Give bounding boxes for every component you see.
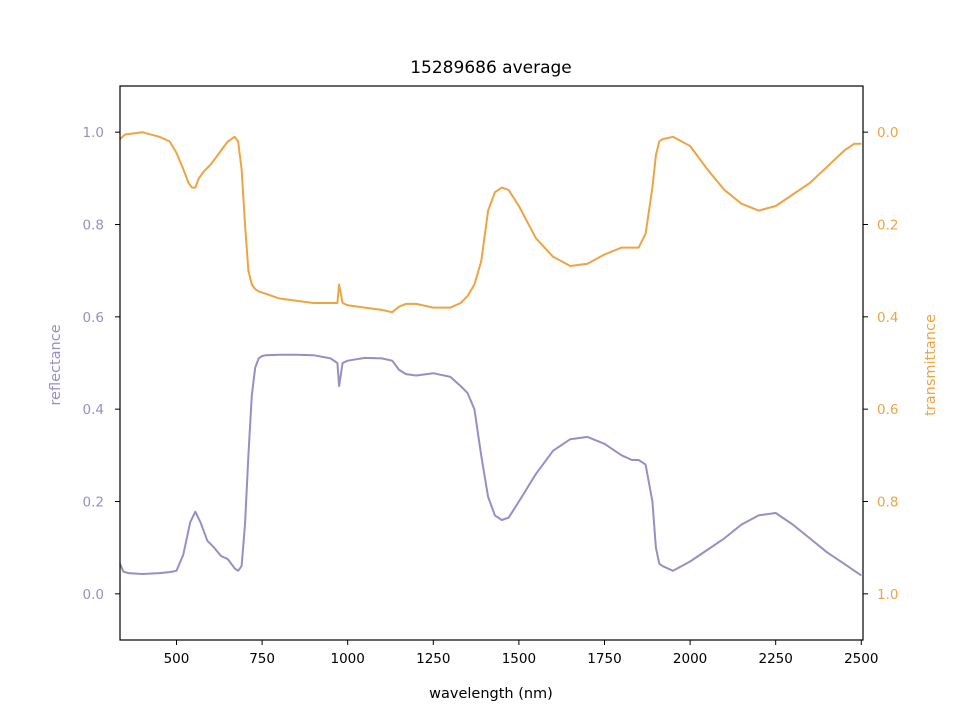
x-tick-label: 2500 (844, 651, 878, 667)
right-tick-label: 1.0 (877, 587, 898, 603)
right-tick-label: 0.6 (877, 402, 898, 418)
chart-title: 15289686 average (410, 58, 572, 78)
left-tick-label: 0.6 (83, 310, 104, 326)
transmittance-line (119, 131, 862, 314)
left-tick-label: 0.2 (83, 495, 104, 511)
x-tick-label: 1500 (502, 651, 536, 667)
right-axis-label: transmittance (923, 314, 939, 416)
x-tick-label: 2250 (759, 651, 793, 667)
x-tick-label: 1750 (587, 651, 621, 667)
right-tick-label: 0.4 (877, 310, 898, 326)
x-tick-label: 1250 (416, 651, 450, 667)
plot-lines (119, 131, 862, 577)
left-axis-ticks: 0.0 0.2 0.4 0.6 0.8 1.0 (83, 125, 120, 603)
left-tick-label: 1.0 (83, 125, 104, 141)
left-tick-label: 0.8 (83, 218, 104, 234)
right-tick-label: 0.0 (877, 125, 898, 141)
right-axis-ticks: 0.0 0.2 0.4 0.6 0.8 1.0 (863, 125, 898, 603)
left-axis-label: reflectance (48, 324, 64, 405)
x-tick-label: 500 (164, 651, 190, 667)
left-tick-label: 0.4 (83, 402, 104, 418)
x-tick-label: 2000 (673, 651, 707, 667)
left-tick-label: 0.0 (83, 587, 104, 603)
right-tick-label: 0.2 (877, 218, 898, 234)
right-tick-label: 0.8 (877, 495, 898, 511)
plot-frame (119, 85, 864, 641)
x-axis-ticks: 500 750 1000 1250 1500 1750 2000 2250 2500 (164, 640, 878, 667)
x-axis-label: wavelength (nm) (429, 686, 553, 702)
reflectance-line (119, 353, 862, 577)
x-tick-label: 750 (249, 651, 275, 667)
x-tick-label: 1000 (331, 651, 365, 667)
